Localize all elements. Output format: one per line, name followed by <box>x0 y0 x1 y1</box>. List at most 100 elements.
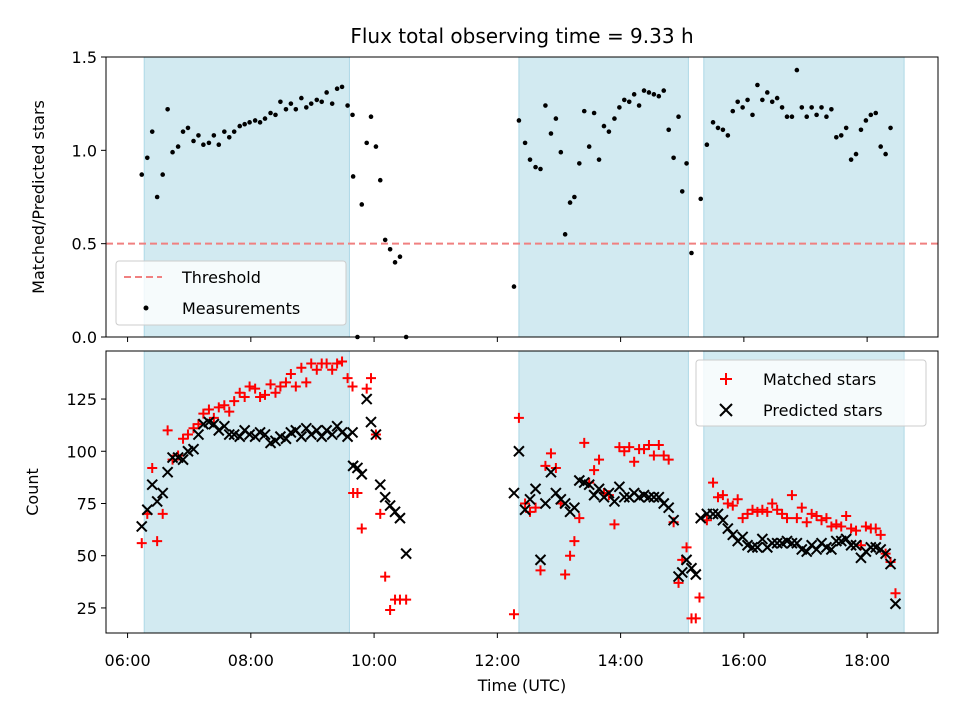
series-0-point-65 <box>567 200 573 205</box>
series-0-point-119 <box>831 519 842 530</box>
series-1-point-106 <box>766 537 778 549</box>
series-0-point-113 <box>809 105 814 110</box>
series-0-point-107 <box>779 105 785 110</box>
series-0-point-49 <box>382 237 388 243</box>
series-0-point-86 <box>671 155 676 161</box>
series-0-point-15 <box>216 142 222 148</box>
series-0-point-104 <box>764 90 770 95</box>
series-0-point-20 <box>239 391 250 402</box>
series-1-point-73 <box>603 487 615 499</box>
series-0-point-106 <box>767 498 778 509</box>
series-0-point-38 <box>334 86 340 92</box>
series-0-point-91 <box>698 196 704 202</box>
series-0-point-32 <box>303 105 309 110</box>
series-0-point-126 <box>873 110 879 116</box>
series-0-point-100 <box>745 97 750 103</box>
series-0-point-46 <box>368 114 374 120</box>
series-0-point-53 <box>401 594 412 605</box>
series-0-point-12 <box>201 142 206 148</box>
series-0-point-115 <box>819 105 824 110</box>
series-1-point-55 <box>513 445 525 457</box>
series-0-point-74 <box>609 519 620 530</box>
series-0-point-48 <box>375 508 386 519</box>
series-1-point-17 <box>223 428 235 441</box>
series-0-point-71 <box>596 157 602 162</box>
series-0-point-31 <box>299 95 304 101</box>
series-0-point-122 <box>846 523 857 534</box>
series-0-point-54 <box>508 609 519 620</box>
series-0-point-72 <box>601 123 607 129</box>
series-0-point-9 <box>182 429 193 440</box>
series-0-point-114 <box>814 112 819 118</box>
series-1-point-4 <box>156 487 169 499</box>
series-0-point-105 <box>769 99 775 105</box>
series-0-point-40 <box>345 103 350 108</box>
series-1-point-53 <box>400 547 412 560</box>
series-0-point-56 <box>522 140 528 146</box>
series-0-point-70 <box>589 465 600 476</box>
series-0-point-27 <box>275 381 286 392</box>
series-0-point-127 <box>870 523 881 534</box>
series-0-point-23 <box>255 391 266 402</box>
series-0-point-74 <box>612 116 617 121</box>
series-0-point-38 <box>332 358 343 369</box>
series-1-point-94 <box>707 508 719 520</box>
series-0-point-22 <box>250 383 261 394</box>
series-0-point-76 <box>622 97 627 103</box>
count-ylabel: Count <box>23 468 42 516</box>
series-0-point-109 <box>789 114 795 120</box>
series-0-point-21 <box>244 381 255 392</box>
series-1-point-56 <box>519 504 531 516</box>
series-0-point-0 <box>139 172 145 177</box>
series-0-point-23 <box>257 120 263 125</box>
series-1-point-16 <box>218 420 231 432</box>
series-0-point-39 <box>337 356 348 367</box>
series-0-point-5 <box>162 425 173 436</box>
series-0-point-14 <box>211 133 217 138</box>
series-0-point-60 <box>540 460 551 471</box>
series-0-point-93 <box>710 120 716 125</box>
threshold-legend-label: Threshold <box>181 268 261 287</box>
x-tick-label-3: 12:00 <box>474 651 520 670</box>
series-0-point-54 <box>511 284 517 289</box>
series-1-point-44 <box>356 468 368 480</box>
series-0-point-90 <box>689 250 694 256</box>
series-0-point-78 <box>631 92 637 97</box>
series-1-point-123 <box>850 539 862 551</box>
series-0-point-25 <box>268 110 273 116</box>
series-0-point-120 <box>836 521 847 532</box>
series-0-point-43 <box>352 488 363 499</box>
series-0-point-59 <box>538 166 543 172</box>
series-0-point-13 <box>203 404 214 415</box>
series-0-point-117 <box>829 106 834 112</box>
series-1-point-71 <box>593 483 605 495</box>
series-0-point-1 <box>144 155 150 161</box>
series-0-point-98 <box>735 99 741 105</box>
series-0-point-97 <box>722 498 733 509</box>
series-0-point-112 <box>804 114 810 120</box>
series-1-point-1 <box>141 504 153 516</box>
series-0-point-110 <box>794 67 800 73</box>
series-0-point-66 <box>569 536 580 547</box>
series-0-point-95 <box>712 492 723 503</box>
series-1-point-122 <box>845 539 857 551</box>
series-0-point-11 <box>196 133 201 138</box>
series-0-point-124 <box>855 540 866 551</box>
series-0-point-83 <box>656 93 662 99</box>
series-0-point-128 <box>875 529 886 540</box>
series-1-point-11 <box>192 428 205 441</box>
series-1-point-131 <box>889 598 902 610</box>
ratio-legend: Threshold Measurements <box>115 260 347 326</box>
ratio-legend-box <box>115 260 347 326</box>
series-0-point-64 <box>562 232 568 237</box>
series-0-point-31 <box>296 362 307 373</box>
series-0-point-66 <box>572 194 577 200</box>
count-legend: Matched stars Predicted stars <box>695 359 927 427</box>
series-0-point-92 <box>694 592 705 603</box>
count-panel: 25 50 75 100 125 Count Matched stars Predict… <box>23 350 939 638</box>
y-tick-label-4: 125 <box>66 390 97 409</box>
count-series <box>136 356 902 624</box>
series-0-point-101 <box>750 112 755 118</box>
predicted-legend-label: Predicted stars <box>763 401 883 420</box>
y-tick-label-0: 25 <box>77 599 97 618</box>
